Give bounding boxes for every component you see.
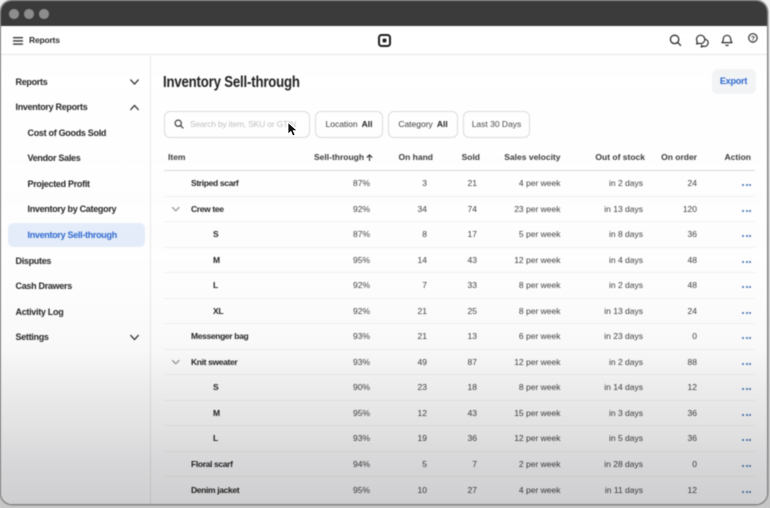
svg-text:?: ? bbox=[750, 35, 754, 42]
